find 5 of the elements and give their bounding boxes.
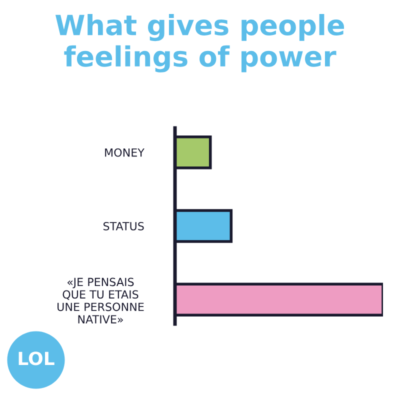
- y-tick-label: «JE PENSAIS QUE TU ETAIS UNE PERSONNE NATIVE»: [58, 278, 144, 324]
- text: LOL: [18, 352, 54, 366]
- chart-title: What gives people feelings of power: [55, 14, 344, 72]
- y-tick-label: STATUS: [103, 222, 144, 230]
- y-tick-label: MONEY: [105, 148, 144, 157]
